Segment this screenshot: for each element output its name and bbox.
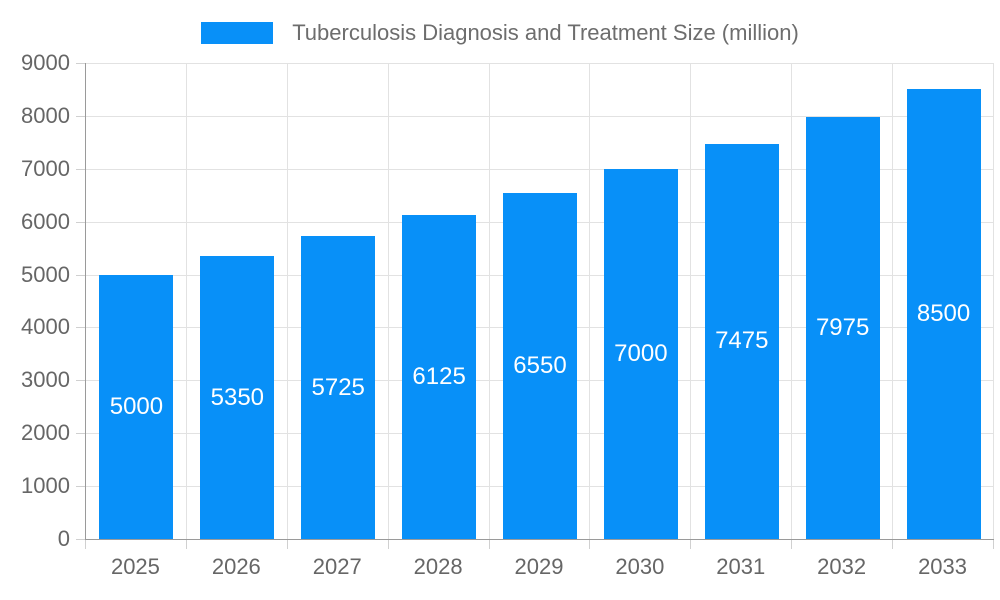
plot-area: 5000 5350 5725 6125 6550 7000 7475 7975 8500 (85, 63, 994, 540)
bar-value-label: 8500 (916, 300, 971, 328)
y-axis-label: 5000 (21, 261, 70, 287)
x-tick (690, 540, 692, 549)
y-axis-label: 2000 (21, 420, 70, 446)
x-tick (791, 540, 793, 549)
bar-2033: 8500 (906, 89, 981, 539)
x-tick (892, 540, 894, 549)
bar-2031: 7475 (704, 143, 779, 539)
y-axis-label: 8000 (21, 102, 70, 128)
x-tick (993, 540, 994, 549)
x-axis-label: 2032 (817, 554, 867, 579)
x-axis-label: 2026 (211, 554, 261, 579)
x-gridline (993, 63, 994, 539)
y-tick (76, 63, 85, 64)
x-gridline (892, 63, 894, 539)
y-axis-label: 6000 (21, 208, 70, 234)
x-gridline (286, 63, 288, 539)
y-axis-label: 0 (57, 526, 70, 551)
bar-value-label: 6125 (412, 363, 466, 391)
x-gridline (185, 63, 187, 539)
bar-value-label: 7000 (614, 339, 668, 367)
x-axis-label: 2030 (615, 554, 665, 579)
bar-value-label: 5000 (109, 392, 164, 420)
x-axis-label: 2033 (918, 554, 968, 579)
bar-value-label: 5725 (311, 373, 365, 401)
y-tick (76, 327, 85, 329)
y-tick (76, 274, 85, 276)
legend-swatch (201, 22, 274, 44)
x-gridline (488, 63, 490, 539)
y-tick (76, 380, 85, 382)
x-tick (85, 540, 86, 549)
y-tick (76, 433, 85, 435)
x-gridline (791, 63, 793, 539)
bar-2030: 7000 (603, 168, 678, 539)
bar-2032: 7975 (805, 117, 880, 539)
y-gridline (86, 63, 994, 64)
bar-value-label: 5350 (210, 383, 265, 411)
bar-2027: 5725 (301, 236, 376, 539)
x-gridline (589, 63, 591, 539)
y-tick (76, 486, 85, 488)
bar-value-label: 6550 (513, 351, 567, 379)
y-tick (76, 115, 85, 117)
y-axis-label: 4000 (21, 314, 70, 340)
y-axis-label: 1000 (21, 473, 70, 499)
x-tick (286, 540, 288, 549)
x-axis-label: 2031 (716, 554, 766, 579)
y-axis-label: 9000 (21, 50, 70, 75)
y-tick (76, 168, 85, 170)
chart-area: 5000 5350 5725 6125 6550 7000 7475 7975 8500 0 10… (0, 51, 1000, 600)
legend: Tuberculosis Diagnosis and Treatment Siz… (0, 20, 1000, 46)
y-axis-label: 3000 (21, 367, 70, 393)
x-gridline (387, 63, 389, 539)
bar-value-label: 7975 (815, 314, 870, 342)
bar-2028: 6125 (402, 215, 477, 539)
legend-label: Tuberculosis Diagnosis and Treatment Siz… (292, 20, 799, 45)
bar-2025: 5000 (99, 274, 174, 539)
x-axis-label: 2027 (312, 554, 362, 579)
y-gridline (86, 168, 994, 170)
x-axis-label: 2028 (413, 554, 463, 579)
x-axis-label: 2029 (514, 554, 564, 579)
y-axis-label: 7000 (21, 155, 70, 181)
x-tick (387, 540, 389, 549)
y-tick (76, 539, 85, 540)
bar-value-label: 7475 (715, 327, 769, 355)
bar-2026: 5350 (200, 256, 275, 539)
bar-2029: 6550 (503, 192, 577, 539)
y-tick (76, 221, 85, 223)
x-tick (185, 540, 187, 549)
x-tick (589, 540, 591, 549)
y-gridline (86, 115, 994, 117)
x-tick (488, 540, 490, 549)
x-axis-label: 2025 (110, 554, 160, 579)
x-gridline (690, 63, 692, 539)
